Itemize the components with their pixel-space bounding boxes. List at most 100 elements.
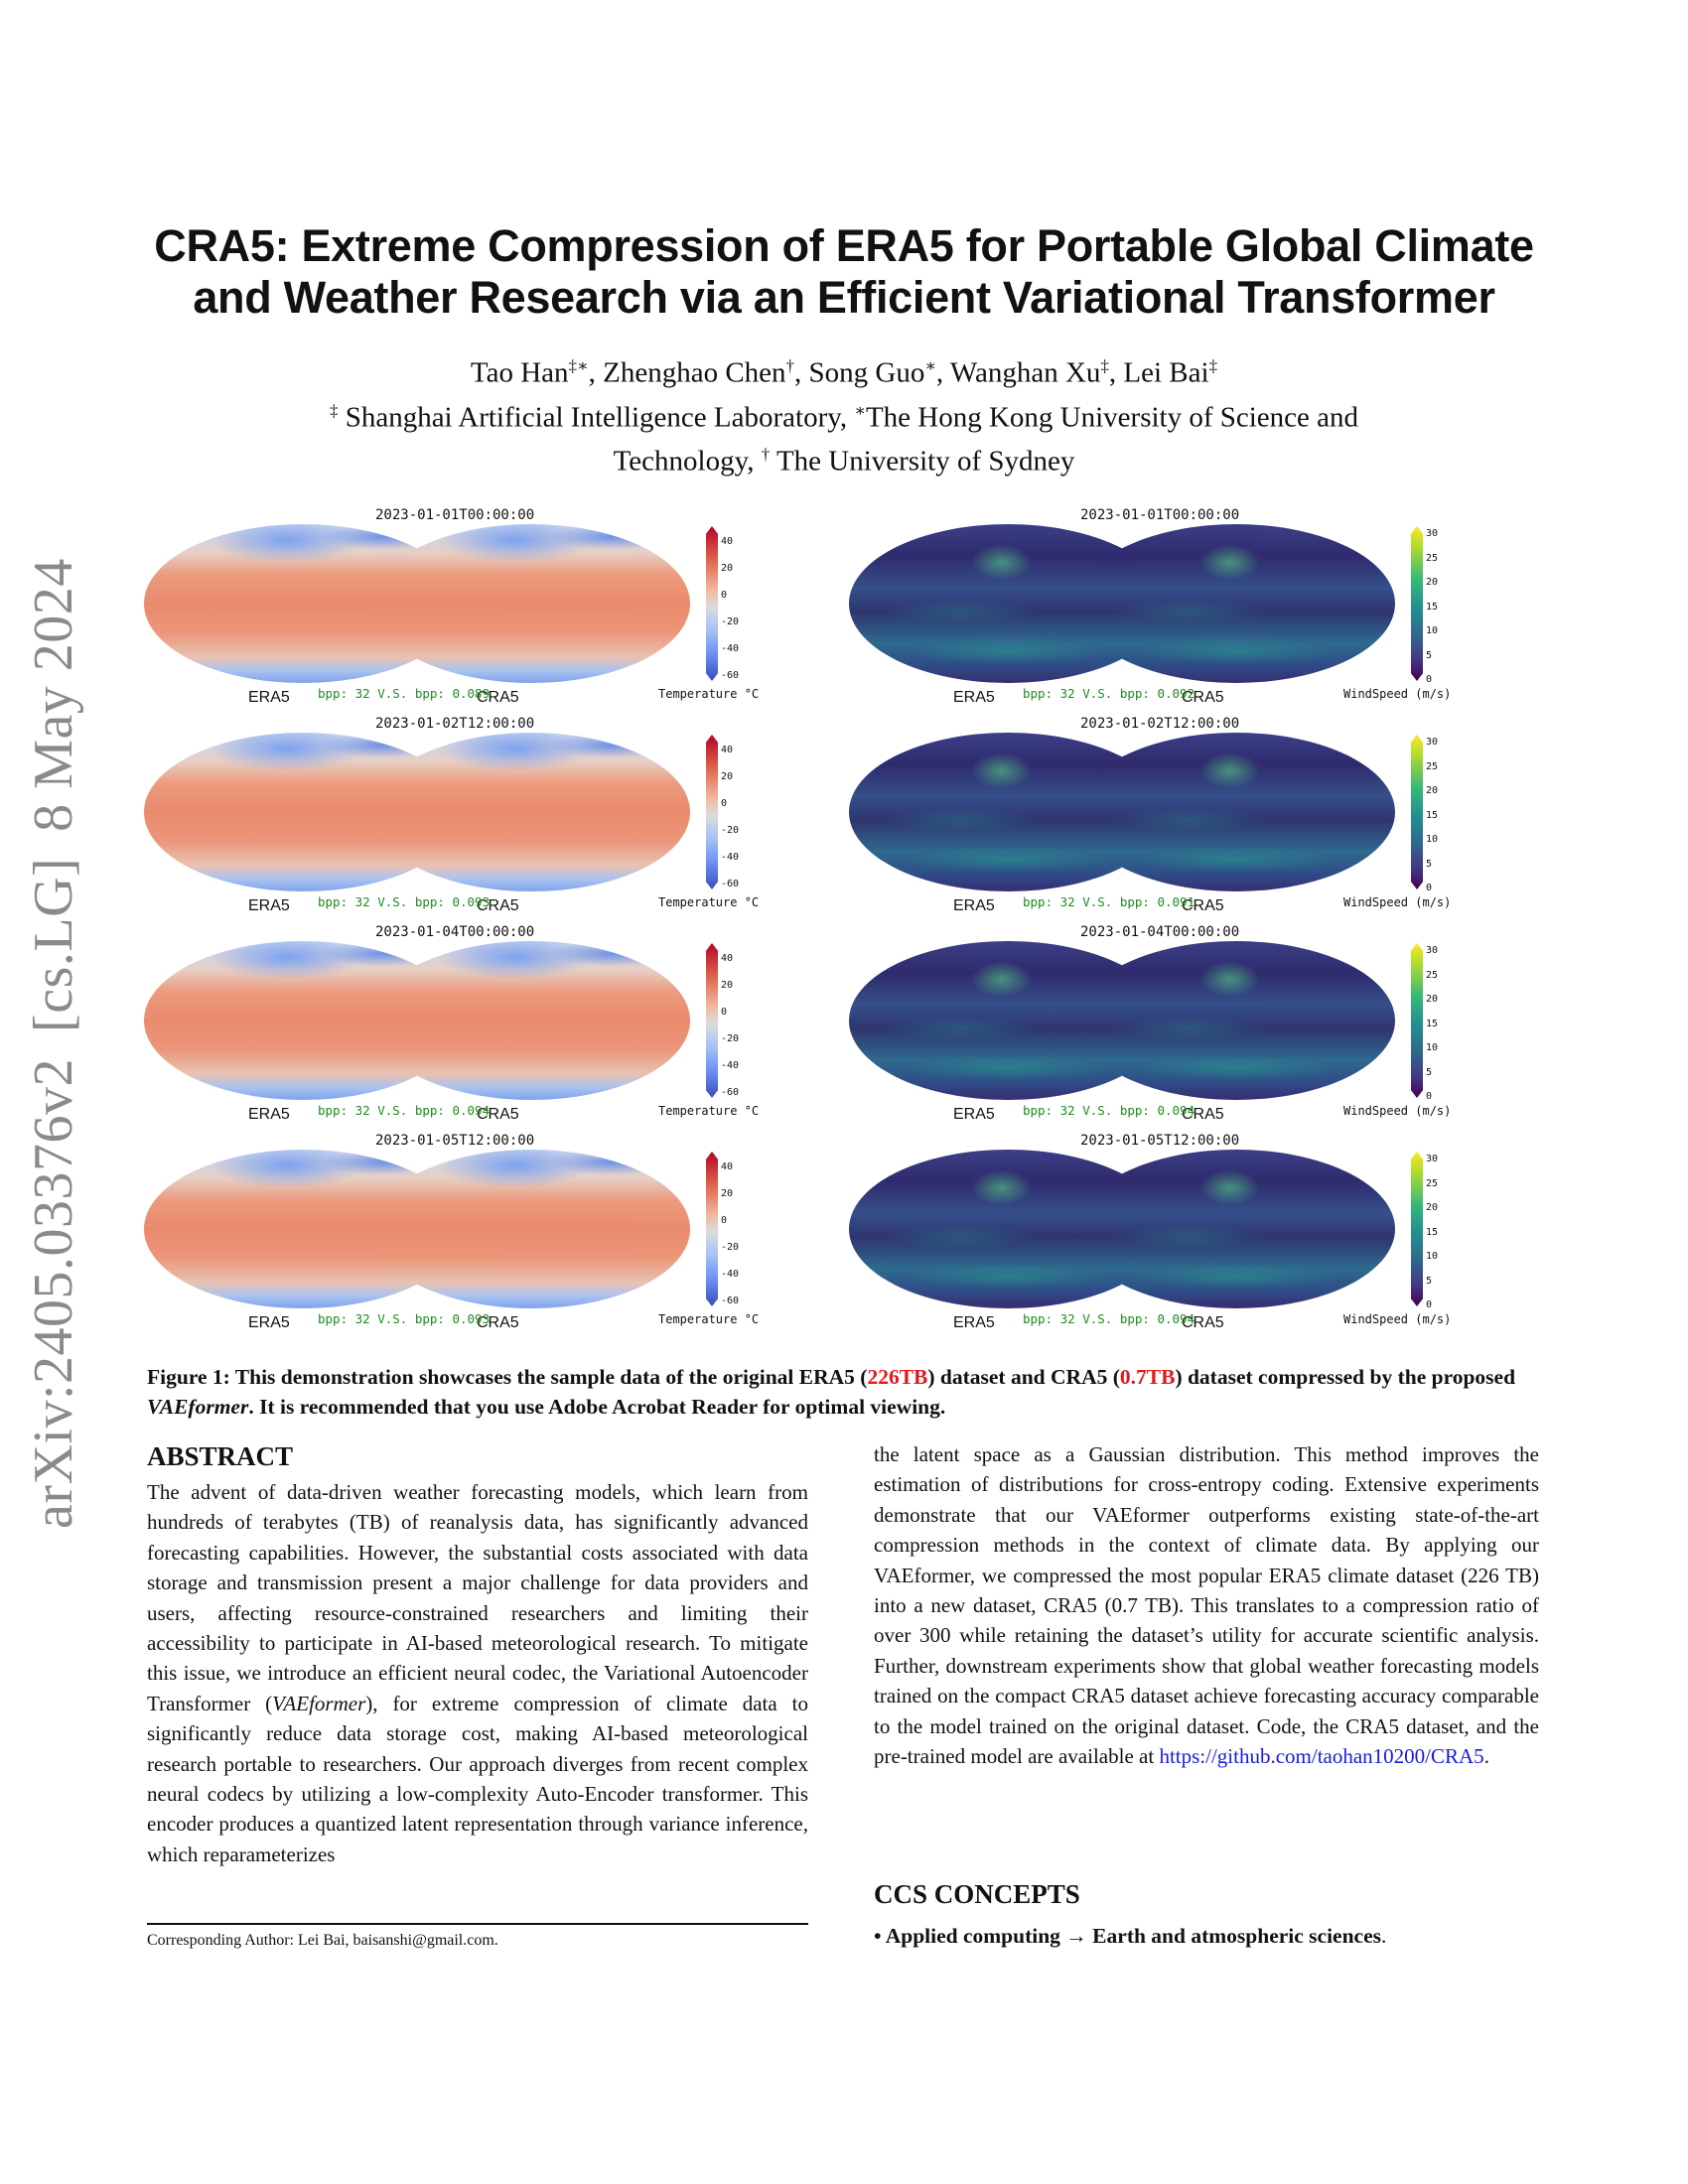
colorbar-tick: 40 xyxy=(721,745,734,755)
panel-timestamp: 2023-01-04T00:00:00 xyxy=(375,924,535,940)
affiliation-mark: † xyxy=(761,445,771,465)
bpp-comparison: bpp: 32 V.S. bpp: 0.094 xyxy=(318,1103,491,1118)
footnote-divider xyxy=(147,1923,808,1925)
windspeed-colorbar xyxy=(1411,526,1423,681)
coastline-overlay xyxy=(372,1150,690,1308)
author-name: Lei Bai xyxy=(1123,356,1209,389)
temperature-colorbar xyxy=(706,526,718,681)
abstract-heading: ABSTRACT xyxy=(147,1441,294,1471)
temperature-panel: 2023-01-04T00:00:00 ERA5 CRA5 bpp: 32 V.S. … xyxy=(139,921,844,1130)
colorbar-tick: 25 xyxy=(1426,969,1439,981)
colorbar-tick: 15 xyxy=(1426,1018,1439,1029)
temperature-colorbar xyxy=(706,943,718,1098)
abstract-left-column: ABSTRACT The advent of data-driven weath… xyxy=(147,1439,808,1869)
windspeed-colorbar xyxy=(1411,1152,1423,1306)
bpp-comparison: bpp: 32 V.S. bpp: 0.093 xyxy=(318,1311,491,1326)
colorbar-tick: 30 xyxy=(1426,528,1439,539)
cra5-label: CRA5 xyxy=(1182,1314,1224,1331)
windspeed-panel: 2023-01-05T12:00:00 ERA5 CRA5 bpp: 32 V.S. … xyxy=(844,1130,1549,1338)
colorbar-tick: -40 xyxy=(721,852,740,863)
author-mark: † xyxy=(785,356,795,375)
windspeed-panel: 2023-01-01T00:00:00 ERA5 CRA5 bpp: 32 V.S. … xyxy=(844,504,1549,713)
colorbar-tick: 25 xyxy=(1426,552,1439,564)
colorbar-tick: -60 xyxy=(721,670,740,681)
colorbar-tick: 5 xyxy=(1426,858,1433,870)
temperature-panel: 2023-01-02T12:00:00 ERA5 CRA5 bpp: 32 V.S. … xyxy=(139,713,844,921)
caption-text: ) dataset and CRA5 ( xyxy=(927,1365,1120,1389)
panel-timestamp: 2023-01-05T12:00:00 xyxy=(1080,1133,1240,1149)
windspeed-colorbar xyxy=(1411,735,1423,889)
colorbar-tick: 10 xyxy=(1426,625,1439,636)
ccs-heading: CCS CONCEPTS xyxy=(874,1879,1080,1909)
caption-model-name: VAEformer xyxy=(147,1395,249,1419)
colorbar-tick: 5 xyxy=(1426,1066,1433,1078)
author-mark: ‡∗ xyxy=(568,356,589,375)
colorbar-tick: 0 xyxy=(1426,883,1433,893)
colorbar-tick: 5 xyxy=(1426,649,1433,661)
era5-label: ERA5 xyxy=(953,1314,995,1331)
colorbar-tick: 15 xyxy=(1426,809,1439,821)
colorbar-tick: 40 xyxy=(721,953,734,964)
paper-title: CRA5: Extreme Compression of ERA5 for Po… xyxy=(139,220,1549,324)
colorbar-tick: 0 xyxy=(721,1215,728,1226)
ccs-item-tail: . xyxy=(1381,1924,1387,1948)
colorbar-tick: 40 xyxy=(721,1161,734,1172)
cra5-label: CRA5 xyxy=(477,1314,519,1331)
arxiv-stamp: arXiv:2405.03376v2 [cs.LG] 8 May 2024 xyxy=(22,532,85,1529)
abstract-text: the latent space as a Gaussian distribut… xyxy=(874,1442,1539,1769)
arxiv-id: arXiv:2405.03376v2 xyxy=(23,1057,84,1529)
cra5-label: CRA5 xyxy=(1182,897,1224,914)
colorbar-tick: -60 xyxy=(721,879,740,889)
affiliation-text: Technology, xyxy=(613,445,762,478)
windspeed-panel: 2023-01-02T12:00:00 ERA5 CRA5 bpp: 32 V.S. … xyxy=(844,713,1549,921)
colorbar-tick: 0 xyxy=(721,1007,728,1018)
panel-timestamp: 2023-01-02T12:00:00 xyxy=(1080,716,1240,732)
bpp-comparison: bpp: 32 V.S. bpp: 0.094 xyxy=(1023,1311,1196,1326)
colorbar-tick: 20 xyxy=(1426,785,1439,796)
colorbar-tick: -20 xyxy=(721,825,740,836)
abstract-text: The advent of data-driven weather foreca… xyxy=(147,1480,808,1715)
colorbar-label: WindSpeed (m/s) xyxy=(1343,1104,1452,1118)
era5-label: ERA5 xyxy=(248,689,290,706)
colorbar-tick: 20 xyxy=(1426,577,1439,588)
colorbar-tick: 20 xyxy=(721,771,734,782)
colorbar-tick: 25 xyxy=(1426,760,1439,772)
colorbar-tick: 0 xyxy=(1426,1091,1433,1102)
colorbar-tick: 15 xyxy=(1426,601,1439,613)
caption-text: ) dataset compressed by the proposed xyxy=(1175,1365,1516,1389)
affiliation-line-2: Technology, † The University of Sydney xyxy=(139,436,1549,480)
cra5-map xyxy=(372,524,690,683)
coastline-overlay xyxy=(1077,941,1395,1100)
panel-timestamp: 2023-01-02T12:00:00 xyxy=(375,716,535,732)
colorbar-tick: 10 xyxy=(1426,1251,1439,1262)
colorbar-tick: 20 xyxy=(1426,994,1439,1005)
cra5-map xyxy=(372,733,690,891)
affiliation-mark: ∗ xyxy=(854,400,866,420)
era5-label: ERA5 xyxy=(953,689,995,706)
colorbar-label: WindSpeed (m/s) xyxy=(1343,1312,1452,1326)
colorbar-tick: 5 xyxy=(1426,1275,1433,1287)
affiliation-text: The University of Sydney xyxy=(770,445,1075,478)
era5-label: ERA5 xyxy=(953,897,995,914)
cra5-label: CRA5 xyxy=(1182,689,1224,706)
cra5-map xyxy=(372,1150,690,1308)
author-mark: ‡ xyxy=(1208,356,1218,375)
era5-label: ERA5 xyxy=(248,1106,290,1123)
cra5-label: CRA5 xyxy=(477,897,519,914)
coastline-overlay xyxy=(372,524,690,683)
colorbar-tick: 25 xyxy=(1426,1177,1439,1189)
colorbar-tick: -60 xyxy=(721,1087,740,1098)
colorbar-tick: 20 xyxy=(1426,1202,1439,1213)
coastline-overlay xyxy=(372,733,690,891)
colorbar-tick: 0 xyxy=(721,798,728,809)
colorbar-tick: 15 xyxy=(1426,1226,1439,1238)
cra5-map xyxy=(1077,524,1395,683)
coastline-overlay xyxy=(1077,1150,1395,1308)
colorbar-label: Temperature °C xyxy=(658,687,760,701)
colorbar-label: WindSpeed (m/s) xyxy=(1343,687,1452,701)
colorbar-tick: 0 xyxy=(1426,674,1433,685)
windspeed-panel: 2023-01-04T00:00:00 ERA5 CRA5 bpp: 32 V.S. … xyxy=(844,921,1549,1130)
temperature-colorbar xyxy=(706,1152,718,1306)
github-link[interactable]: https://github.com/taohan10200/CRA5 xyxy=(1159,1744,1484,1769)
caption-text: . It is recommended that you use Adobe A… xyxy=(248,1395,946,1419)
